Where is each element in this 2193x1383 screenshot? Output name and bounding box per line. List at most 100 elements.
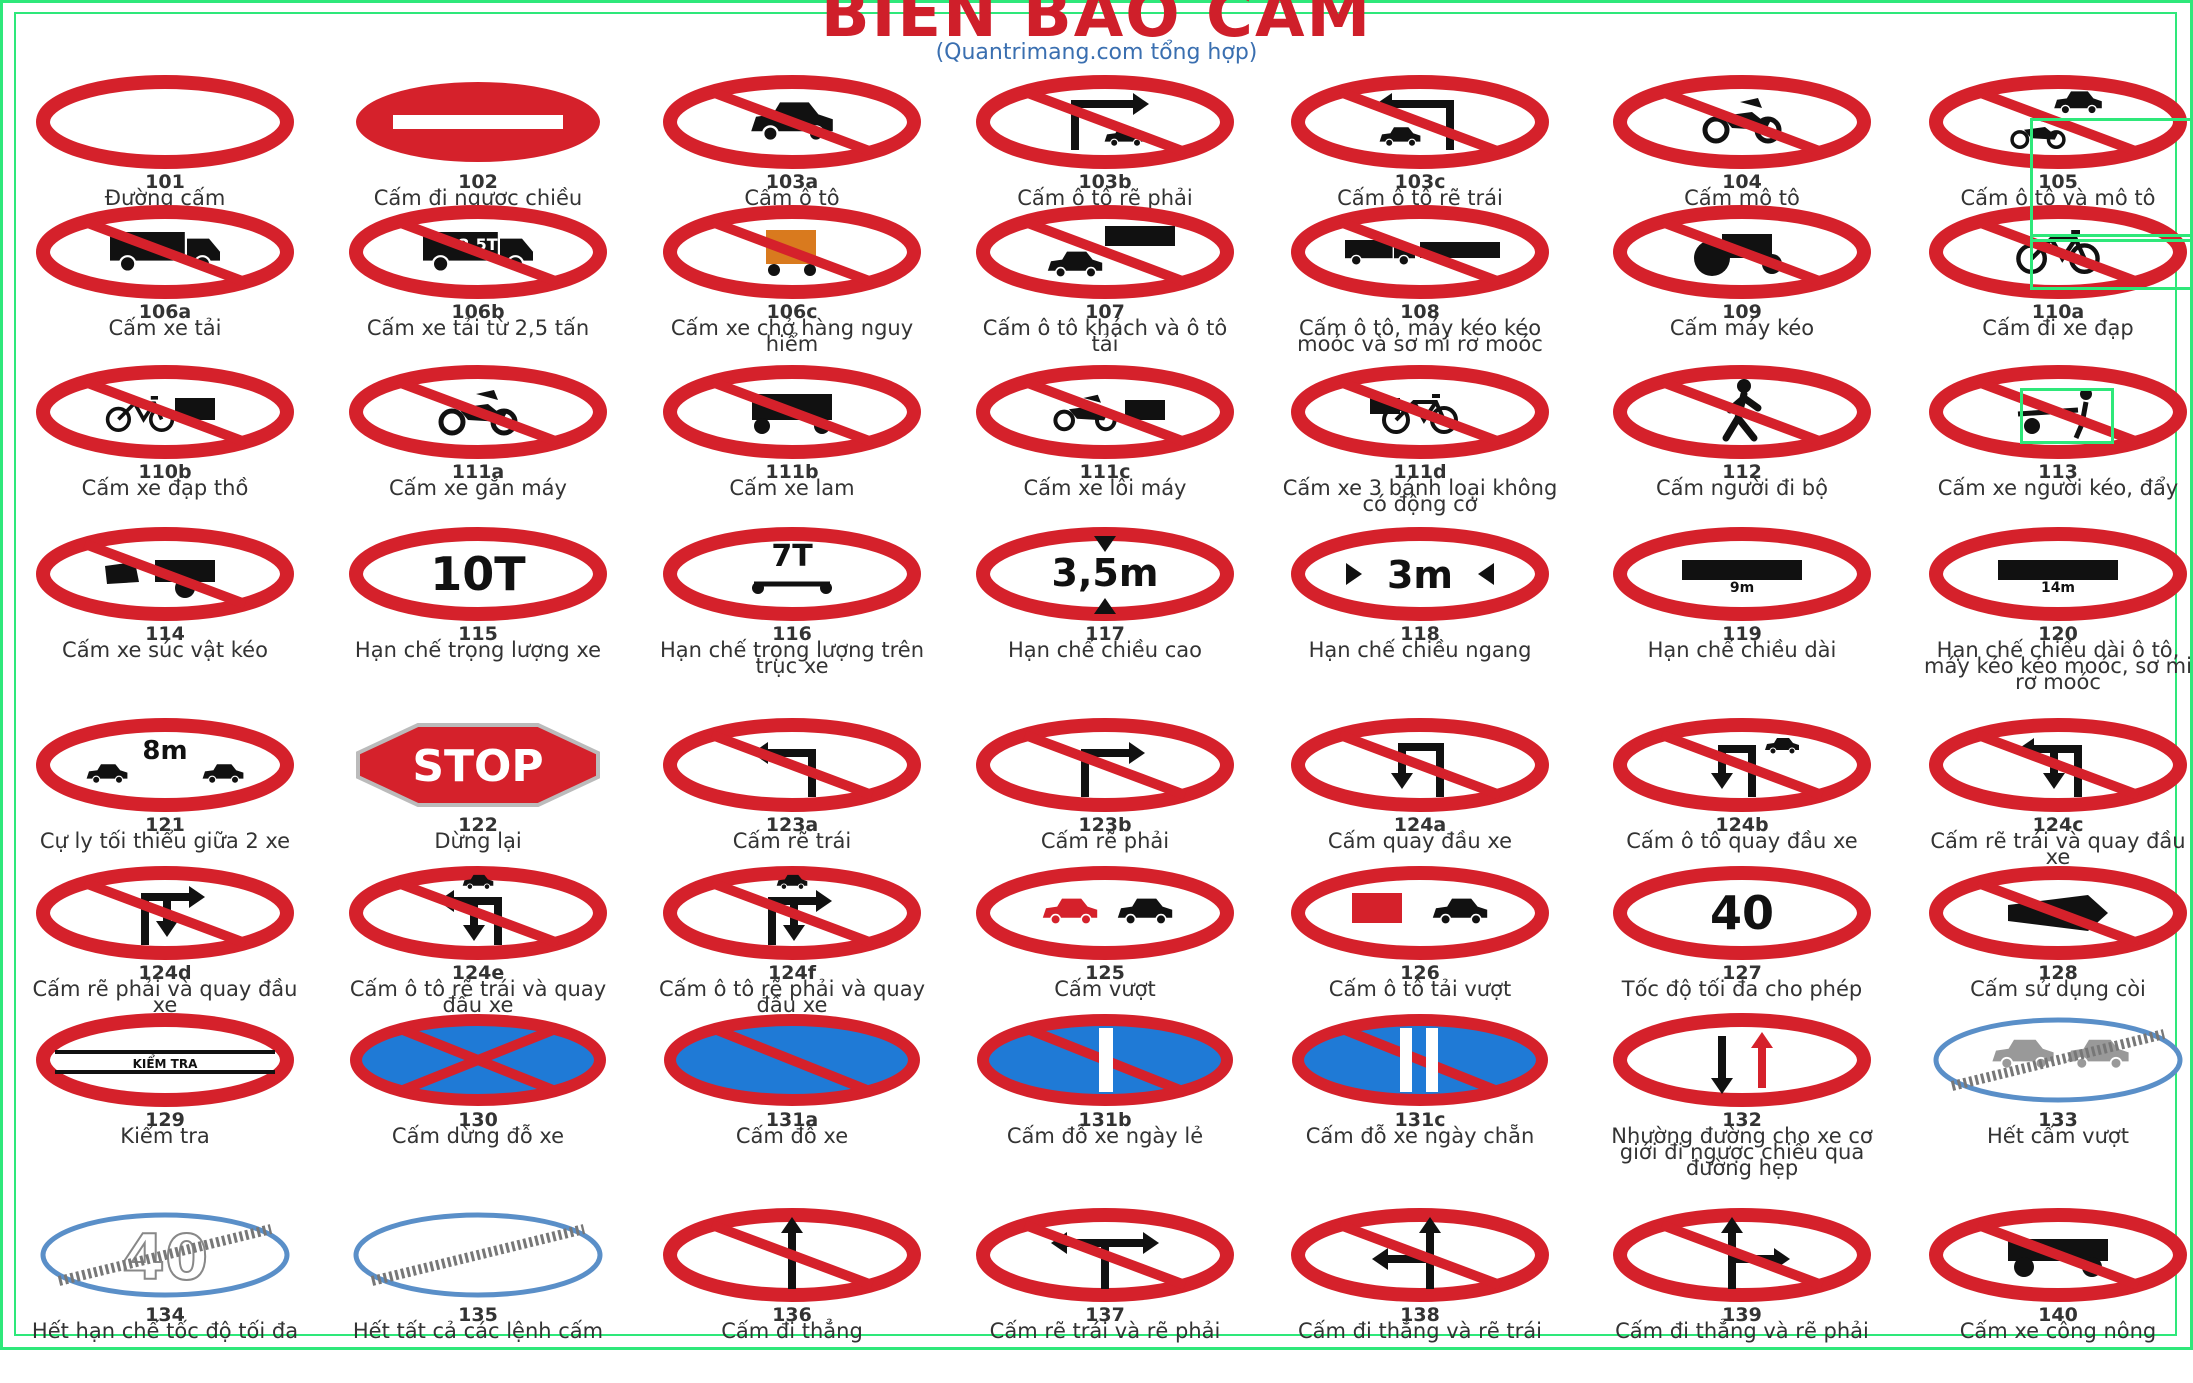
sign-140: 140 Cấm xe công nông (1928, 1207, 2188, 1383)
sign-label: Cấm rẽ phải và quay đầu xe (32, 977, 298, 1017)
pedestrian-head-icon (1737, 379, 1751, 393)
cargo-bicycle-icon (36, 365, 294, 459)
stop-icon: STOP (356, 723, 600, 807)
sign-code: 102 (458, 171, 498, 193)
wheel-icon (768, 264, 780, 276)
sign-slash (1976, 1220, 2140, 1290)
sign-code: 124d (138, 962, 192, 984)
arrow-icon (1071, 100, 1135, 150)
sign-code: 128 (2038, 962, 2078, 984)
sign-110b: 110b Cấm xe đạp thồ (35, 364, 295, 540)
sign-label: Cấm ô tô rẽ phải (1017, 186, 1193, 210)
sign-130: 130 Cấm dừng đỗ xe (348, 1012, 608, 1188)
sign-code: 114 (145, 623, 185, 645)
sign-label: Cấm sử dụng còi (1970, 977, 2146, 1001)
no-car-right-and-u-turn-icon (663, 866, 921, 960)
sign-ring (1613, 866, 1871, 960)
sign-code: 109 (1722, 301, 1762, 323)
end-all-restrictions-icon (353, 1212, 603, 1298)
sign-111b: 111b Cấm xe lam (662, 364, 922, 540)
sign-code: 129 (145, 1109, 185, 1131)
sign-code: 117 (1085, 623, 1125, 645)
sign-slash (396, 217, 560, 287)
priority-oncoming-icon (1613, 1013, 1871, 1107)
car-icon (1042, 898, 1098, 926)
farm-vehicle-icon (1929, 1208, 2187, 1302)
sign-cross (396, 1023, 560, 1097)
sign-code: 110a (2031, 301, 2085, 323)
sign-slash (1660, 87, 1824, 157)
bicycle-icon (1929, 205, 2187, 299)
empty-circle-icon (36, 75, 294, 169)
arrowhead-icon (783, 925, 805, 941)
width-arrow-icon (1478, 563, 1494, 585)
sign-label: Cấm xe súc vật kéo (62, 638, 268, 662)
sign-label: Cấm đỗ xe ngày chẵn (1305, 1124, 1535, 1148)
distance-value-text: 8m (142, 736, 187, 766)
no-parking-icon (664, 1014, 920, 1106)
sign-122: STOP 122 Dừng lại (348, 717, 608, 893)
sign-label: Nhường đường cho xe cơ giới đi ngược chi… (1611, 1124, 1873, 1180)
sign-117: 3,5m 117 Hạn chế chiều cao (975, 526, 1235, 702)
arrowhead-icon (463, 925, 485, 941)
sign-label: Cấm xe lam (729, 476, 855, 500)
sign-slash (83, 539, 247, 609)
sign-124e: 124e Cấm ô tô rẽ trái và quay đầu xe (348, 865, 608, 1041)
sign-127: 40 127 Tốc độ tối đa cho phép (1612, 865, 1872, 1041)
sign-124a: 124a Cấm quay đầu xe (1290, 717, 1550, 893)
sign-value-text: 3,5m (1052, 551, 1159, 595)
sign-code: 124a (1393, 814, 1447, 836)
sign-code: 116 (772, 623, 812, 645)
sign-slash (1338, 730, 1502, 800)
arrowhead-icon (1129, 742, 1145, 764)
arrowhead-icon (1372, 1248, 1388, 1270)
sign-label: Cấm ô tô và mô tô (1960, 186, 2156, 210)
sign-137: 137 Cấm rẽ trái và rẽ phải (975, 1207, 1235, 1383)
text-icon: 10T (349, 527, 607, 621)
sign-label: Hạn chế chiều ngang (1308, 638, 1532, 662)
sign-slash (83, 217, 247, 287)
length-value-text: 14m (2041, 580, 2075, 596)
no-parking-odd-icon (977, 1014, 1233, 1106)
sign-label: Cấm ô tô quay đầu xe (1626, 829, 1858, 853)
checkpoint-text: KIỂM TRA (133, 1054, 199, 1071)
sign-119: 9m 119 Hạn chế chiều dài (1612, 526, 1872, 702)
stop-text: STOP (412, 741, 543, 792)
sign-138: 138 Cấm đi thẳng và rẽ trái (1290, 1207, 1550, 1383)
sign-label: Cấm vượt (1054, 977, 1156, 1001)
sign-code: 106c (766, 301, 818, 323)
no-stopping-icon (350, 1014, 606, 1106)
car-icon (202, 764, 244, 785)
sign-108: 108 Cấm ô tô, máy kéo kéo moóc và sơ mi r… (1290, 204, 1550, 380)
sign-label: Cấm ô tô, máy kéo kéo moóc và sơ mi rơ m… (1297, 316, 1543, 356)
vehicle-length-icon (1682, 560, 1802, 580)
sign-label: Cấm rẽ trái và quay đầu xe (1930, 829, 2186, 869)
sign-115: 10T 115 Hạn chế trọng lượng xe (348, 526, 608, 702)
sign-101: 101 Đường cấm (35, 74, 295, 250)
end-stripes (1950, 1029, 2166, 1091)
sign-105: 105 Cấm ô tô và mô tô (1928, 74, 2188, 250)
sign-code: 127 (1722, 962, 1762, 984)
arrowhead-icon (156, 921, 178, 937)
sign-ring (976, 866, 1234, 960)
sign-123a: 123a Cấm rẽ trái (662, 717, 922, 893)
animal-icon (105, 562, 139, 584)
sign-code: 106b (451, 301, 505, 323)
sign-code: 137 (1085, 1304, 1125, 1326)
sign-111d: 111d Cấm xe 3 bánh loại không có động cơ (1283, 364, 1557, 540)
bus-icon (1105, 226, 1175, 246)
sign-code: 122 (458, 814, 498, 836)
sign-label: Cấm xe người kéo, đẩy (1937, 476, 2179, 500)
truck-icon (36, 205, 294, 299)
sign-112: 112 Cấm người đi bộ (1612, 364, 1872, 540)
trailer-icon (1291, 205, 1549, 299)
tractor-icon (1613, 205, 1871, 299)
animal-cart-icon (36, 527, 294, 621)
red-arrowhead-icon (1751, 1032, 1773, 1048)
sign-code: 103a (765, 171, 819, 193)
no-horn-icon (1929, 866, 2187, 960)
no-car-u-turn-icon (1613, 718, 1871, 812)
sign-label: Cự ly tối thiểu giữa 2 xe (39, 829, 291, 853)
car-turn-left-icon (1291, 75, 1549, 169)
sign-label: Cấm xe công nông (1959, 1319, 2157, 1343)
